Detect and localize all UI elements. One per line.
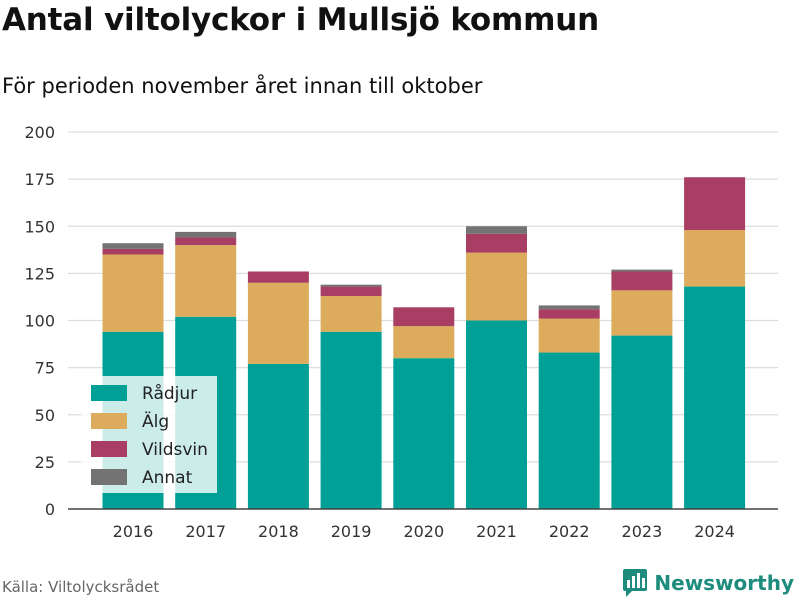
bar-annat-2023 bbox=[611, 269, 673, 272]
bar-älg-2021 bbox=[466, 252, 527, 321]
bar-älg-2022 bbox=[538, 318, 600, 353]
bar-annat-2021 bbox=[466, 226, 527, 234]
chart-subtitle: För perioden november året innan till ok… bbox=[2, 74, 483, 98]
y-tick-label: 100 bbox=[24, 312, 55, 331]
bar-älg-2016 bbox=[102, 254, 164, 332]
legend-swatch-älg bbox=[91, 413, 127, 429]
x-tick-label: 2019 bbox=[331, 522, 372, 541]
brand-logo: Newsworthy bbox=[622, 568, 794, 598]
x-tick-label: 2024 bbox=[694, 522, 735, 541]
bar-annat-2016 bbox=[102, 243, 164, 249]
legend-swatch-vildsvin bbox=[91, 441, 127, 457]
source-note: Källa: Viltolycksrådet bbox=[2, 578, 160, 596]
bar-rådjur-2023 bbox=[611, 335, 673, 509]
x-tick-label: 2023 bbox=[622, 522, 663, 541]
bar-älg-2020 bbox=[393, 326, 455, 359]
y-tick-label: 75 bbox=[35, 359, 55, 378]
bar-rådjur-2018 bbox=[247, 363, 309, 509]
bar-annat-2019 bbox=[320, 284, 382, 287]
bar-vildsvin-2023 bbox=[611, 271, 673, 291]
chart-title: Antal viltolyckor i Mullsjö kommun bbox=[2, 2, 599, 38]
bar-rådjur-2024 bbox=[684, 286, 746, 509]
bars bbox=[102, 177, 746, 509]
bar-vildsvin-2024 bbox=[684, 177, 746, 231]
x-tick-label: 2022 bbox=[549, 522, 590, 541]
bar-älg-2017 bbox=[175, 245, 237, 317]
bar-älg-2018 bbox=[247, 282, 309, 364]
bar-älg-2019 bbox=[320, 295, 382, 332]
y-tick-label: 0 bbox=[45, 500, 55, 519]
y-tick-label: 125 bbox=[24, 264, 55, 283]
x-tick-label: 2016 bbox=[113, 522, 154, 541]
legend-label: Älg bbox=[142, 411, 169, 432]
bar-annat-2017 bbox=[175, 231, 237, 238]
brand-name: Newsworthy bbox=[654, 571, 794, 595]
bar-vildsvin-2020 bbox=[393, 307, 455, 327]
legend-label: Annat bbox=[142, 468, 193, 488]
legend-label: Rådjur bbox=[142, 383, 197, 404]
axes: 0 25 50 75 100 125 150 175 200 2016 2017 2018 2019 20… bbox=[24, 123, 778, 541]
bar-rådjur-2022 bbox=[538, 352, 600, 509]
legend-swatch-rådjur bbox=[91, 385, 127, 401]
bar-vildsvin-2022 bbox=[538, 309, 600, 319]
x-tick-label: 2021 bbox=[476, 522, 517, 541]
x-tick-label: 2017 bbox=[185, 522, 226, 541]
bar-vildsvin-2019 bbox=[320, 286, 382, 296]
bar-vildsvin-2021 bbox=[466, 233, 527, 253]
y-tick-label: 150 bbox=[24, 217, 55, 236]
legend-swatch-annat bbox=[91, 469, 127, 485]
x-tick-label: 2018 bbox=[258, 522, 299, 541]
bar-rådjur-2019 bbox=[320, 331, 382, 509]
legend: Rådjur Älg Vildsvin Annat bbox=[81, 376, 217, 493]
y-tick-label: 200 bbox=[24, 123, 55, 142]
bar-vildsvin-2018 bbox=[247, 271, 309, 283]
x-tick-label: 2020 bbox=[403, 522, 444, 541]
bar-rådjur-2021 bbox=[466, 320, 527, 509]
bar-rådjur-2020 bbox=[393, 358, 455, 509]
y-tick-label: 175 bbox=[24, 170, 55, 189]
bar-vildsvin-2016 bbox=[102, 248, 164, 255]
newsworthy-logo-icon bbox=[623, 569, 648, 597]
bar-älg-2024 bbox=[684, 230, 746, 287]
bar-vildsvin-2017 bbox=[175, 237, 237, 246]
y-tick-label: 50 bbox=[35, 406, 55, 425]
bar-annat-2022 bbox=[538, 305, 600, 310]
legend-label: Vildsvin bbox=[142, 440, 208, 460]
y-tick-label: 25 bbox=[35, 453, 55, 472]
bar-älg-2023 bbox=[611, 290, 673, 336]
